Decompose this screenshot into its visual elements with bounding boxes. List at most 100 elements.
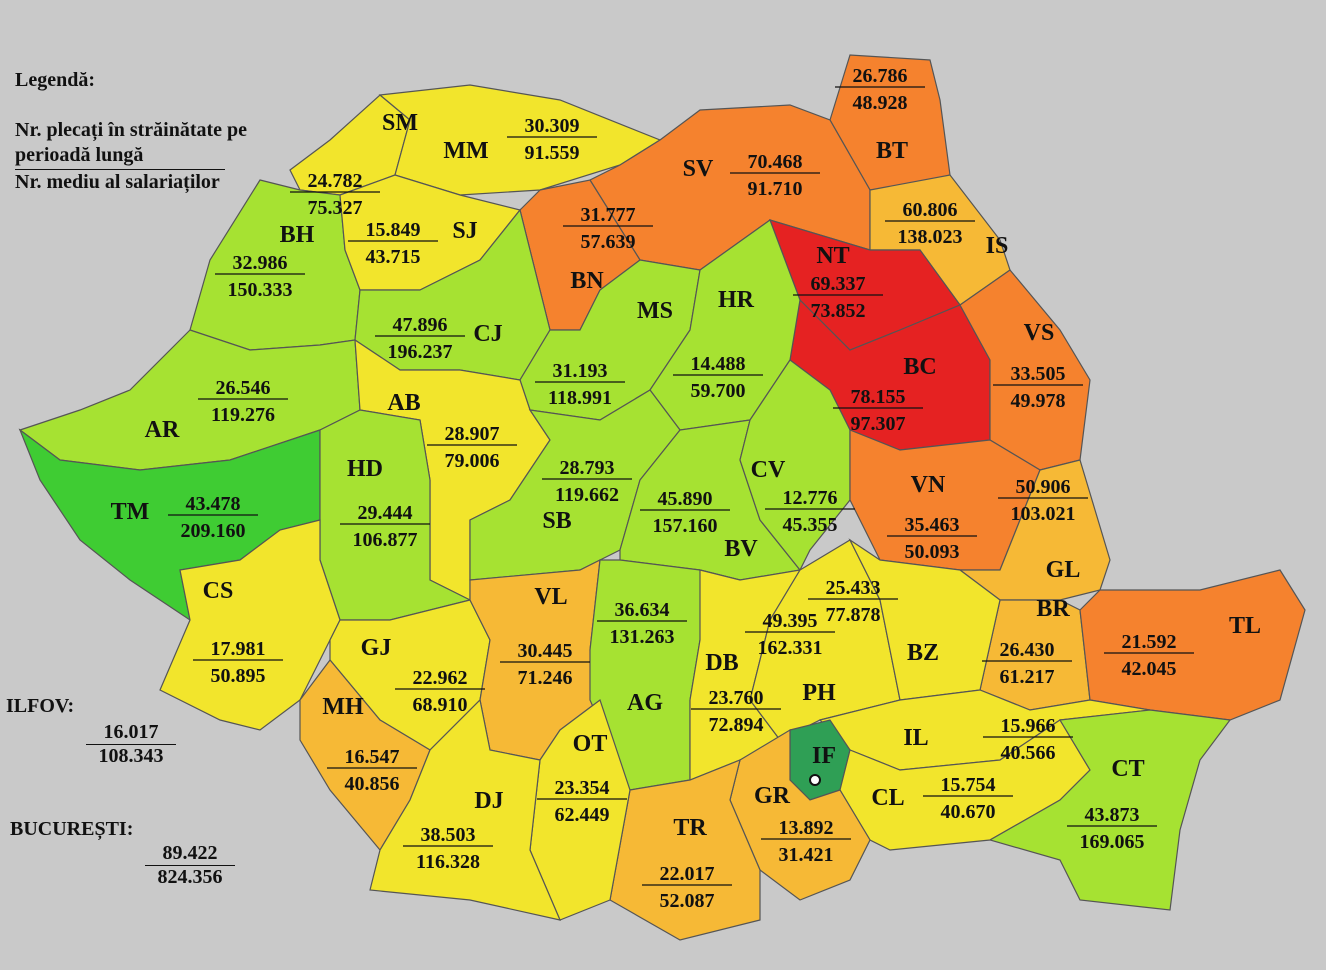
employees-ms: 118.991 [548,387,612,409]
employees-sj: 43.715 [366,246,421,268]
employees-bc: 97.307 [851,413,906,435]
employees-ag: 131.263 [610,626,675,648]
employees-gj: 68.910 [413,694,468,716]
emigrants-tl: 21.592 [1122,631,1177,653]
county-code-il: IL [903,725,928,751]
county-dj [369,698,562,921]
county-code-ag: AG [627,690,663,716]
county-code-cv: CV [751,457,786,483]
county-code-ot: OT [573,731,608,757]
emigrants-vn: 35.463 [905,514,960,536]
emigrants-ar: 26.546 [216,377,271,399]
legend-title: Legendă: [15,69,95,91]
emigrants-sb: 28.793 [560,457,615,479]
county-code-cs: CS [203,578,234,604]
emigrants-bz: 25.433 [826,577,881,599]
employees-hd: 106.877 [353,529,418,551]
county-code-br: BR [1036,596,1070,622]
emigrants-cj: 47.896 [393,314,448,336]
county-code-ab: AB [387,390,420,416]
emigrants-bn: 31.777 [581,204,636,226]
county-code-bv: BV [724,536,758,562]
employees-cs: 50.895 [211,665,266,687]
county-code-is: IS [986,233,1009,259]
emigrants-gl: 50.906 [1016,476,1071,498]
county-code-tr: TR [673,815,707,841]
county-bz [848,538,1001,701]
county-code-mh: MH [322,694,364,720]
county-code-ar: AR [145,417,180,443]
emigrants-ot: 23.354 [555,777,610,799]
emigrants-sm: 24.782 [308,170,363,192]
bucuresti-entry: BUCUREȘTI: 89.422 824.356 [10,818,235,888]
emigrants-ph: 49.395 [763,610,818,632]
employees-gl: 103.021 [1011,503,1076,525]
employees-vl: 71.246 [518,667,573,689]
employees-ph: 162.331 [758,637,823,659]
employees-vs: 49.978 [1011,390,1066,412]
county-code-cj: CJ [473,321,502,347]
county-code-bh: BH [280,222,315,248]
legend-fraction-line [15,169,225,170]
county-code-db: DB [705,650,738,676]
employees-bh: 150.333 [228,279,293,301]
county-code-cl: CL [871,785,904,811]
employees-tm: 209.160 [181,520,246,542]
county-ct [988,709,1232,911]
employees-bz: 77.878 [826,604,881,626]
emigrants-nt: 69.337 [811,273,866,295]
employees-hr: 59.700 [691,380,746,402]
employees-ab: 79.006 [445,450,500,472]
employees-ct: 169.065 [1080,831,1145,853]
emigrants-hr: 14.488 [691,353,746,375]
emigrants-bv: 45.890 [658,488,713,510]
county-code-ph: PH [802,680,836,706]
emigrants-br: 26.430 [1000,639,1055,661]
employees-vn: 50.093 [905,541,960,563]
county-code-dj: DJ [474,788,503,814]
emigrants-tr: 22.017 [660,863,715,885]
county-code-vs: VS [1024,320,1055,346]
county-code-bt: BT [876,138,908,164]
emigrants-il: 15.966 [1001,715,1056,737]
employees-tl: 42.045 [1122,658,1177,680]
ilfov-label: ILFOV: [6,695,75,717]
emigrants-sj: 15.849 [366,219,421,241]
emigrants-bt: 26.786 [853,65,908,87]
emigrants-dj: 38.503 [421,824,476,846]
emigrants-vs: 33.505 [1011,363,1066,385]
emigrants-tm: 43.478 [186,493,241,515]
county-code-sm: SM [382,110,418,136]
employees-ot: 62.449 [555,804,610,826]
employees-mm: 91.559 [525,142,580,164]
employees-br: 61.217 [1000,666,1055,688]
emigrants-ms: 31.193 [553,360,608,382]
ilfov-employees: 108.343 [98,745,164,767]
employees-sm: 75.327 [308,197,363,219]
employees-cj: 196.237 [388,341,453,363]
bucuresti-label: BUCUREȘTI: [10,818,134,840]
bucuresti-marker-icon [809,774,821,786]
employees-nt: 73.852 [811,300,866,322]
emigrants-gr: 13.892 [779,817,834,839]
emigrants-ag: 36.634 [615,599,670,621]
county-code-tl: TL [1229,613,1261,639]
county-code-gr: GR [754,783,791,809]
emigrants-vl: 30.445 [518,640,573,662]
county-code-hr: HR [718,287,755,313]
employees-sb: 119.662 [555,484,619,506]
emigrants-mm: 30.309 [525,115,580,137]
emigrants-db: 23.760 [709,687,764,709]
emigrants-bc: 78.155 [851,386,906,408]
county-code-gj: GJ [361,635,392,661]
county-tl [1079,569,1306,721]
emigrants-gj: 22.962 [413,667,468,689]
county-code-vl: VL [534,584,567,610]
legend-numerator: Nr. plecați în străinătate pe [15,119,248,141]
county-code-bn: BN [570,268,604,294]
county-code-sv: SV [683,156,714,182]
legend-numerator-cont: perioadă lungă [15,144,144,166]
employees-cl: 40.670 [941,801,996,823]
county-code-vn: VN [911,472,946,498]
